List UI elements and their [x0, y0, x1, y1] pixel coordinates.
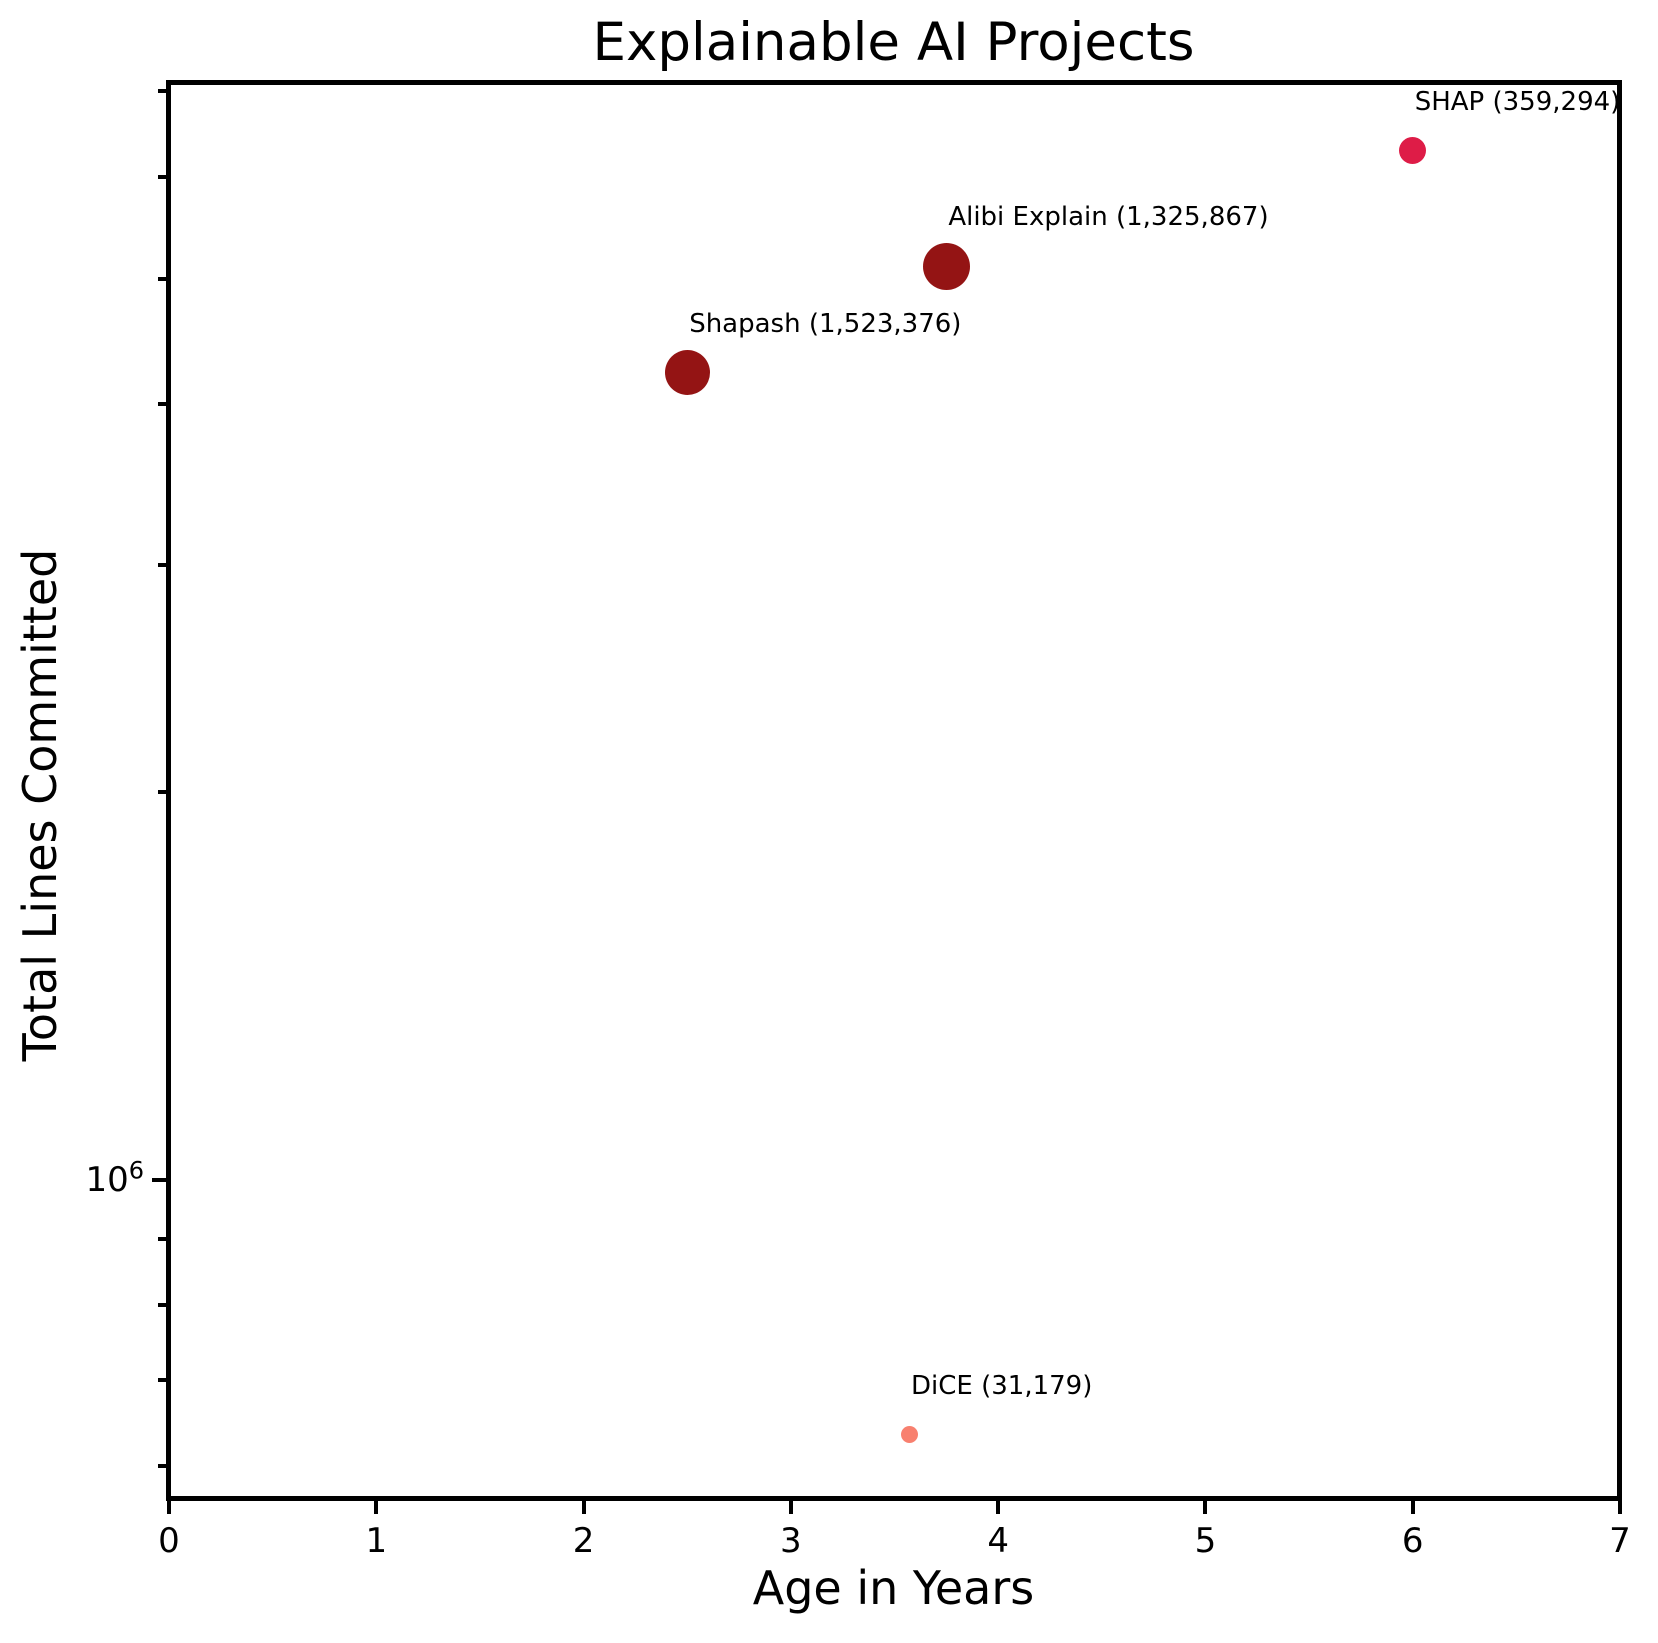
annotation-shap: SHAP (359,294) [1414, 86, 1621, 117]
y-minor-tick [158, 1464, 166, 1469]
annotation-alibi-explain: Alibi Explain (1,325,867) [948, 202, 1269, 233]
x-tick-label-2: 2 [572, 1521, 595, 1561]
y-minor-tick [158, 790, 166, 795]
x-tick-label-0: 0 [158, 1521, 180, 1561]
x-tick-5 [1203, 1501, 1208, 1514]
y-minor-tick [158, 88, 166, 93]
y-minor-tick [158, 563, 166, 568]
annotation-shapash: Shapash (1,523,376) [689, 308, 962, 339]
x-tick-2 [581, 1501, 586, 1514]
y-minor-tick [158, 1378, 166, 1383]
y-minor-tick [158, 175, 166, 180]
y-minor-tick [158, 402, 166, 407]
x-tick-label-3: 3 [780, 1521, 802, 1561]
x-tick-label-5: 5 [1194, 1521, 1217, 1561]
x-tick-3 [788, 1501, 793, 1514]
data-point-alibi-explain [922, 242, 970, 290]
x-tick-label-1: 1 [365, 1521, 388, 1561]
data-point-shapash [664, 350, 710, 396]
x-tick-0 [167, 1501, 171, 1514]
plot-area [166, 80, 1622, 1501]
x-tick-1 [374, 1501, 379, 1514]
y-major-tick [152, 1178, 166, 1183]
x-axis-label: Age in Years [752, 1561, 1035, 1615]
x-tick-7 [1618, 1501, 1622, 1514]
x-tick-4 [996, 1501, 1001, 1514]
y-minor-tick [158, 1303, 166, 1308]
y-minor-tick [158, 277, 166, 282]
y-tick-label: 106 [85, 1157, 144, 1201]
x-tick-label-6: 6 [1401, 1521, 1424, 1561]
x-tick-6 [1410, 1501, 1415, 1514]
chart-title: Explainable AI Projects [592, 12, 1195, 73]
data-point-shap [1399, 137, 1427, 165]
x-tick-label-7: 7 [1609, 1521, 1631, 1561]
data-point-dice [900, 1426, 918, 1444]
y-axis-label: Total Lines Committed [13, 548, 67, 1062]
annotation-dice: DiCE (31,179) [911, 1370, 1093, 1401]
x-tick-label-4: 4 [987, 1521, 1009, 1561]
y-minor-tick [158, 1237, 166, 1242]
